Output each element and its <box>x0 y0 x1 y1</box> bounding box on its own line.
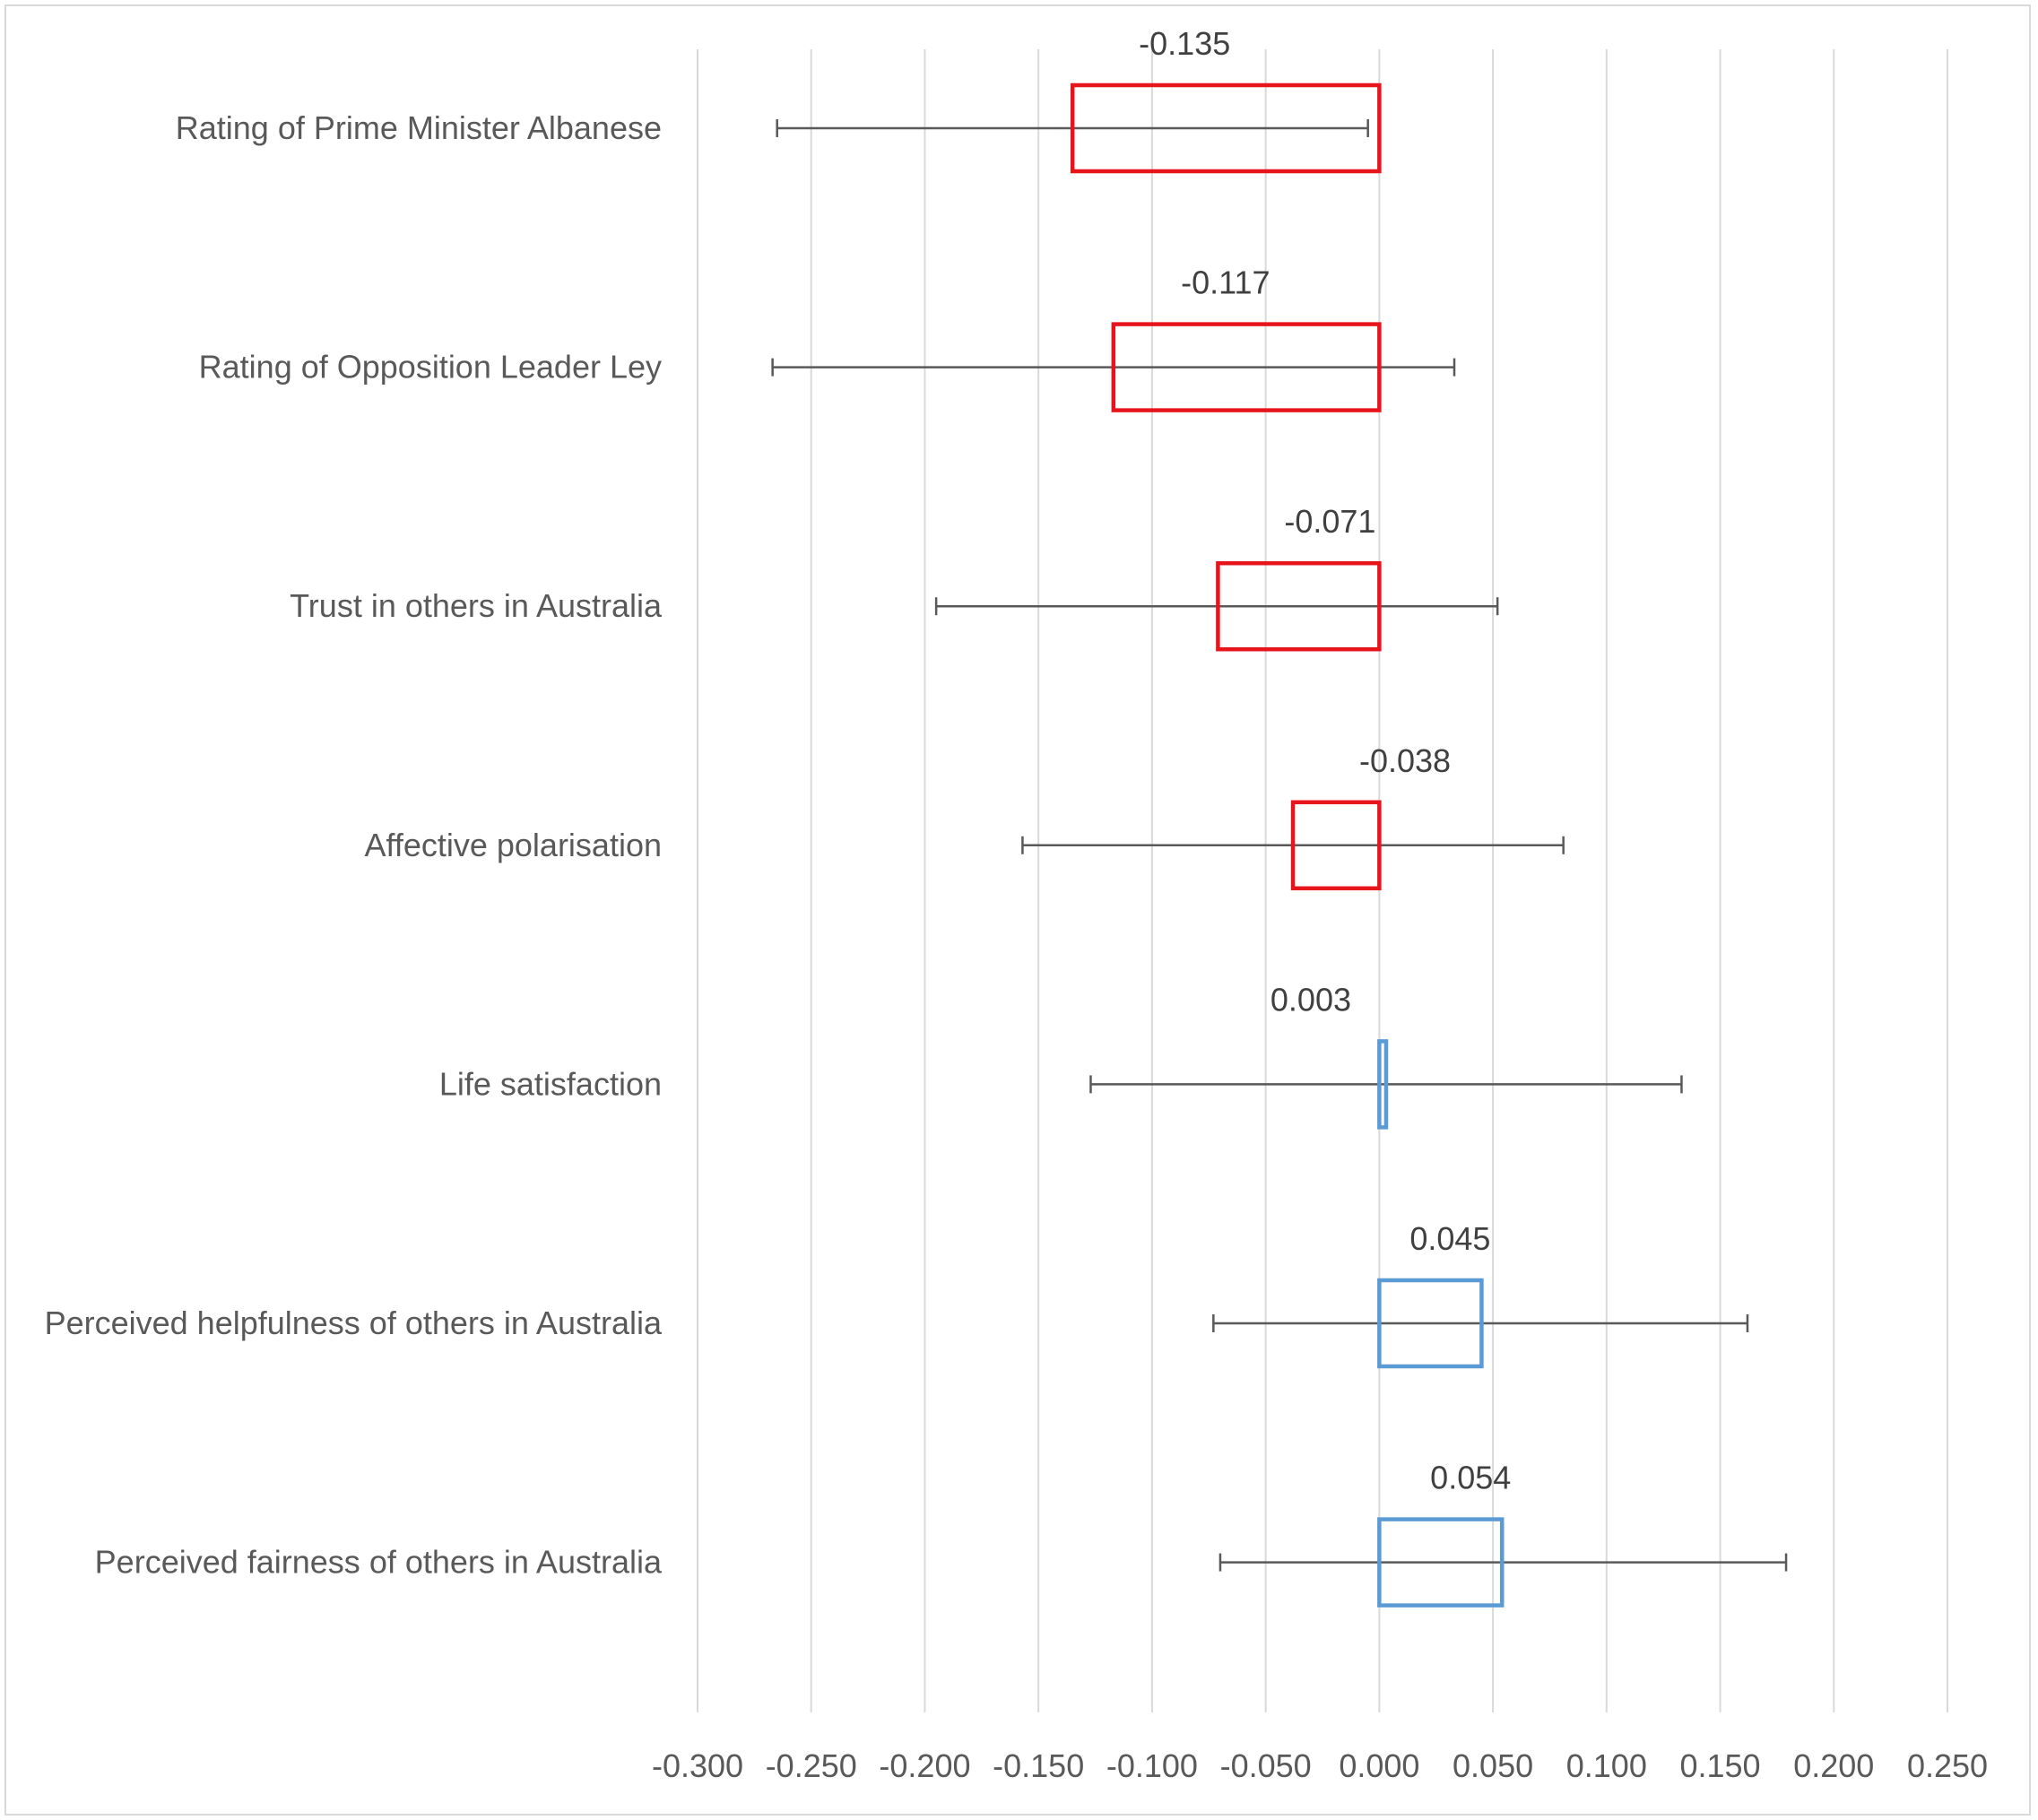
category-label: Affective polarisation <box>364 827 662 863</box>
data-label: 0.045 <box>1409 1220 1490 1257</box>
data-label: -0.071 <box>1284 503 1375 540</box>
category-label: Perceived fairness of others in Australi… <box>95 1544 663 1581</box>
x-tick-label: -0.050 <box>1220 1747 1312 1784</box>
x-tick-label: 0.250 <box>1907 1747 1988 1784</box>
x-tick-label: 0.000 <box>1339 1747 1419 1784</box>
x-tick-label: 0.150 <box>1679 1747 1760 1784</box>
chart-frame <box>4 4 2031 1816</box>
x-tick-label: -0.100 <box>1106 1747 1198 1784</box>
data-label: -0.135 <box>1139 25 1230 62</box>
data-label: 0.003 <box>1270 981 1351 1018</box>
x-tick-label: -0.250 <box>766 1747 857 1784</box>
x-tick-label: 0.200 <box>1793 1747 1874 1784</box>
category-label: Perceived helpfulness of others in Austr… <box>45 1304 663 1341</box>
x-tick-label: -0.150 <box>993 1747 1084 1784</box>
bar <box>1377 1039 1389 1130</box>
category-label: Trust in others in Australia <box>290 587 663 624</box>
data-label: 0.054 <box>1430 1460 1511 1496</box>
x-tick-label: -0.300 <box>652 1747 743 1784</box>
category-label: Rating of Prime Minister Albanese <box>176 109 662 146</box>
category-label: Life satisfaction <box>439 1065 662 1102</box>
category-label: Rating of Opposition Leader Ley <box>199 349 662 386</box>
bar <box>1290 800 1382 891</box>
x-tick-label: -0.200 <box>879 1747 970 1784</box>
gridlines <box>697 49 1948 1712</box>
bar <box>1377 1278 1484 1369</box>
x-tick-label: 0.100 <box>1566 1747 1647 1784</box>
bar <box>1377 1517 1505 1608</box>
bar <box>1216 560 1382 652</box>
bar <box>1070 82 1382 174</box>
data-label: -0.117 <box>1181 264 1270 301</box>
bars <box>1070 82 1505 1608</box>
x-tick-label: 0.050 <box>1453 1747 1533 1784</box>
data-label: -0.038 <box>1359 742 1451 779</box>
labels: -0.300 -0.250 -0.200 -0.150 -0.100 -0.050 0.00… <box>45 25 1988 1784</box>
bar <box>1111 322 1382 412</box>
